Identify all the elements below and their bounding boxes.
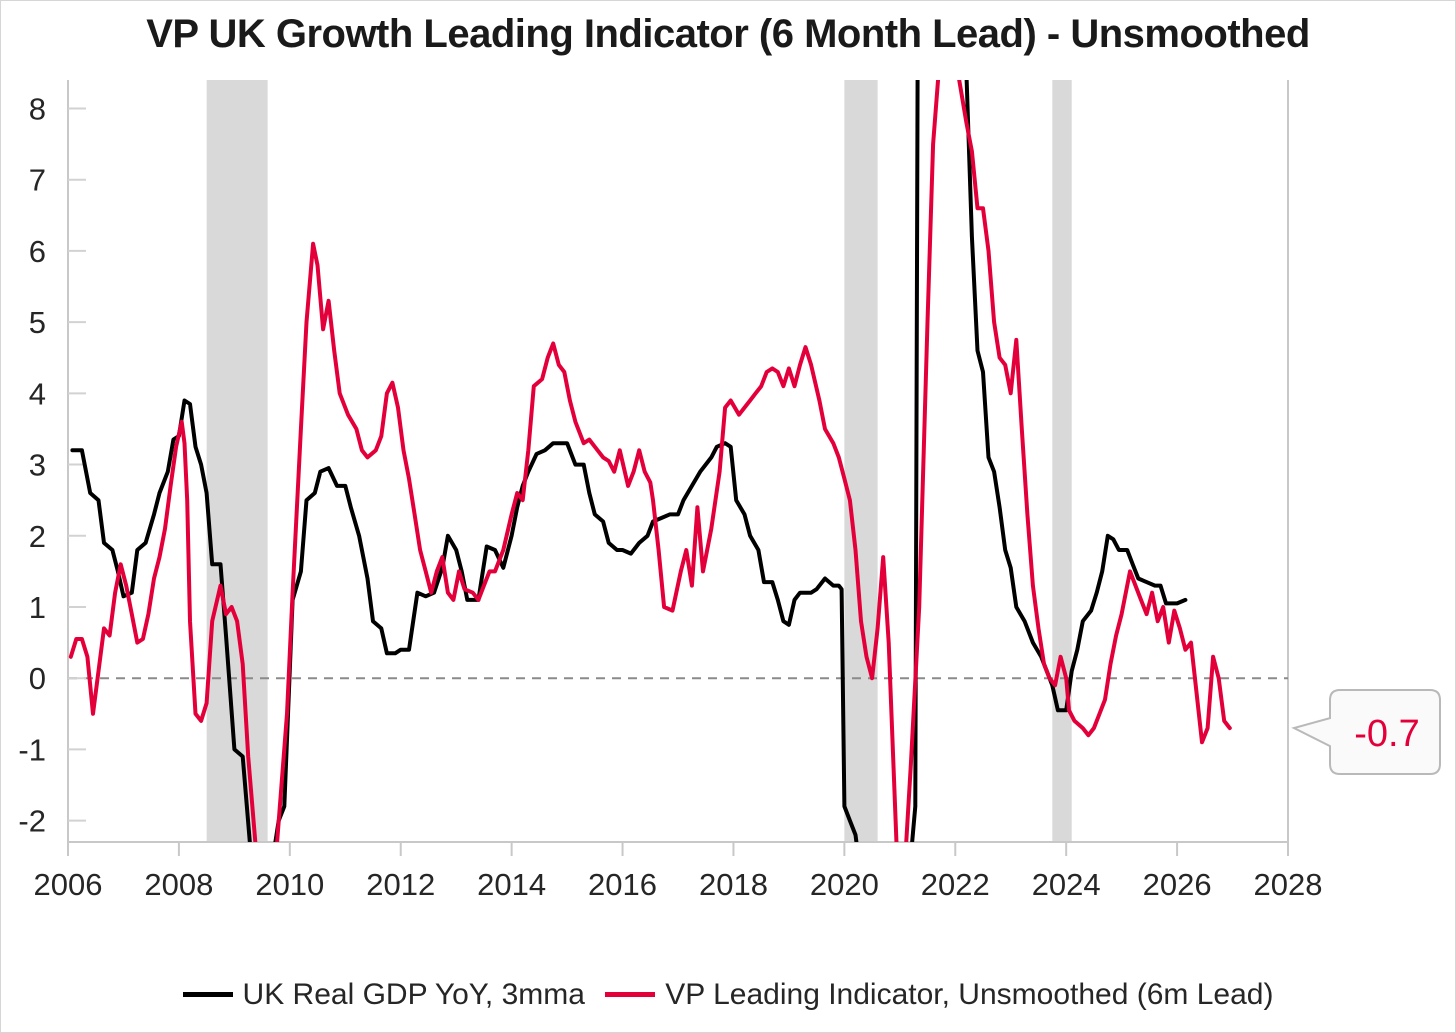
- y-tick-label: -2: [18, 804, 46, 839]
- y-tick-label: 1: [29, 590, 46, 625]
- y-tick-label: 8: [29, 91, 46, 126]
- legend-item-gdp: UK Real GDP YoY, 3mma: [182, 978, 585, 1012]
- legend-label-vp-indicator: VP Leading Indicator, Unsmoothed (6m Lea…: [665, 978, 1274, 1011]
- x-tick-label: 2028: [1254, 867, 1323, 902]
- legend-swatch-vp-indicator: [605, 991, 656, 997]
- x-tick-label: 2018: [699, 867, 768, 902]
- legend-label-gdp: UK Real GDP YoY, 3mma: [242, 978, 585, 1011]
- chart-title: VP UK Growth Leading Indicator (6 Month …: [146, 12, 1310, 56]
- x-tick-label: 2010: [255, 867, 324, 902]
- shaded-period: [1052, 80, 1072, 842]
- x-tick-label: 2012: [366, 867, 435, 902]
- y-tick-label: 0: [29, 661, 46, 696]
- y-tick-label: 5: [29, 305, 46, 340]
- y-tick-label: 7: [29, 163, 46, 198]
- x-tick-label: 2022: [921, 867, 990, 902]
- y-tick-label: 2: [29, 519, 46, 554]
- y-tick-label: 6: [29, 234, 46, 269]
- legend: UK Real GDP YoY, 3mma VP Leading Indicat…: [0, 978, 1456, 1012]
- x-tick-label: 2020: [810, 867, 879, 902]
- x-tick-label: 2014: [477, 867, 546, 902]
- end-value-callout: [1291, 689, 1441, 776]
- y-tick-label: 4: [29, 376, 46, 411]
- y-tick-label: -1: [18, 732, 46, 767]
- x-tick-label: 2016: [588, 867, 657, 902]
- x-tick-label: 2006: [34, 867, 103, 902]
- series-line-vp-indicator: [68, 80, 1232, 842]
- legend-item-vp-indicator: VP Leading Indicator, Unsmoothed (6m Lea…: [605, 978, 1273, 1012]
- shaded-period: [844, 80, 878, 842]
- shaded-period: [206, 80, 268, 842]
- y-tick-label: 3: [29, 448, 46, 483]
- x-tick-label: 2024: [1032, 867, 1101, 902]
- series-line-gdp: [70, 80, 1188, 842]
- end-value-label: -0.7: [1354, 713, 1419, 755]
- legend-swatch-gdp: [182, 991, 233, 997]
- x-tick-label: 2026: [1143, 867, 1212, 902]
- x-tick-label: 2008: [144, 867, 213, 902]
